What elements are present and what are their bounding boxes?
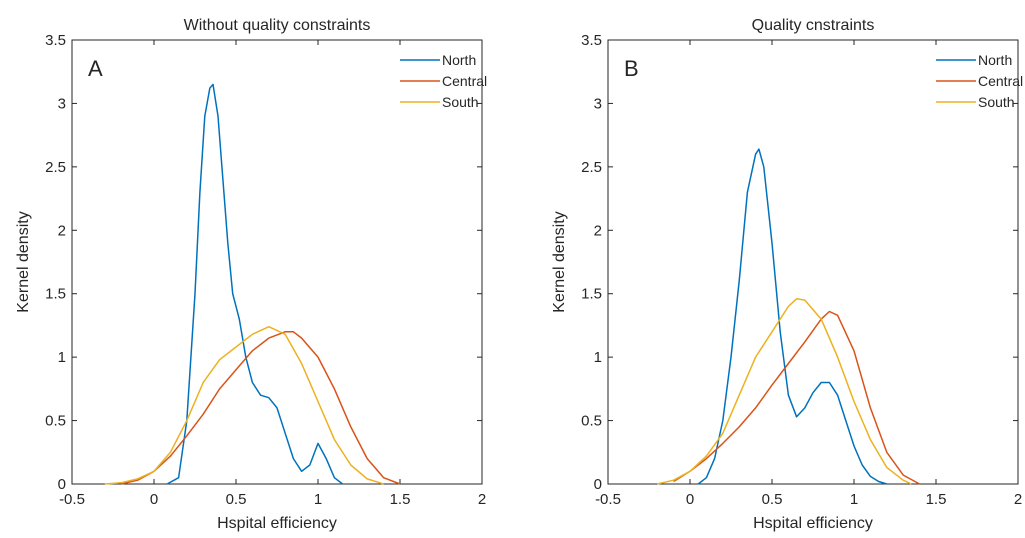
panel-1-x-axis-label: Hspital efficiency <box>217 515 337 532</box>
panel-1-x-tick-label: 2 <box>478 491 486 508</box>
panel-2-x-tick-label: 1 <box>850 491 858 508</box>
panel-1-y-tick-label: 1.5 <box>45 286 66 303</box>
panel-2-y-tick-label: 3 <box>594 95 602 112</box>
panel-2-legend-label-central: Central <box>978 73 1023 89</box>
panel-2-series-line-central <box>673 310 920 485</box>
panel-1-x-tick-label: 1.5 <box>390 491 411 508</box>
panel-1-y-tick-label: 3.5 <box>45 32 66 49</box>
panel-2-x-axis-label: Hspital efficiency <box>753 515 873 532</box>
panel-2-y-axis-label: Kernel density <box>551 211 568 312</box>
panel-2-axes-box <box>607 39 1019 485</box>
panel-2-legend-label-south: South <box>978 94 1015 110</box>
panel-1-title: Without quality constraints <box>184 17 371 34</box>
panel-2-y-tick-label: 0 <box>594 476 602 493</box>
panel-1-y-tick-label: 2.5 <box>45 159 66 176</box>
panel-2-series-line-south <box>657 298 912 485</box>
panel-2-y-tick-label: 2.5 <box>581 159 602 176</box>
panel-1-y-tick-label: 0.5 <box>45 413 66 430</box>
panel-2-x-tick-label: -0.5 <box>595 491 621 508</box>
panel-1-x-tick-label: 1 <box>314 491 322 508</box>
panel-2-x-tick-label: 1.5 <box>926 491 947 508</box>
panel-2-y-tick-label: 1 <box>594 349 602 366</box>
panel-1-axes-box <box>71 39 483 485</box>
panel-2-panel-letter: B <box>624 56 639 81</box>
panel-1-y-tick-label: 2 <box>58 222 66 239</box>
panel-1-legend-label-south: South <box>442 94 479 110</box>
panel-1-panel-letter: A <box>88 56 103 81</box>
panel-2-y-tick-label: 2 <box>594 222 602 239</box>
panel-1-series-line-south <box>104 325 384 485</box>
panel-1-y-tick-label: 1 <box>58 349 66 366</box>
panel-2-series-line-north <box>697 148 888 485</box>
panel-2-y-tick-label: 0.5 <box>581 413 602 430</box>
panel-1-legend-label-north: North <box>442 52 476 68</box>
panel-1-legend-label-central: Central <box>442 73 487 89</box>
panel-1-series-line-north <box>166 83 344 485</box>
panel-1-x-tick-label: 0.5 <box>226 491 247 508</box>
panel-2-x-tick-label: 0.5 <box>762 491 783 508</box>
panel-1-y-axis-label: Kernel density <box>15 211 32 312</box>
panel-1-x-tick-label: 0 <box>150 491 158 508</box>
panel-1-x-tick-label: -0.5 <box>59 491 85 508</box>
panel-2-y-tick-label: 3.5 <box>581 32 602 49</box>
panel-2-title: Quality cnstraints <box>752 17 875 34</box>
panel-1-series-line-central <box>121 331 401 485</box>
panel-1-y-tick-label: 3 <box>58 95 66 112</box>
panel-2-legend-label-north: North <box>978 52 1012 68</box>
panel-2-y-tick-label: 1.5 <box>581 286 602 303</box>
panel-1-y-tick-label: 0 <box>58 476 66 493</box>
panel-2-x-tick-label: 0 <box>686 491 694 508</box>
panel-2-x-tick-label: 2 <box>1014 491 1022 508</box>
